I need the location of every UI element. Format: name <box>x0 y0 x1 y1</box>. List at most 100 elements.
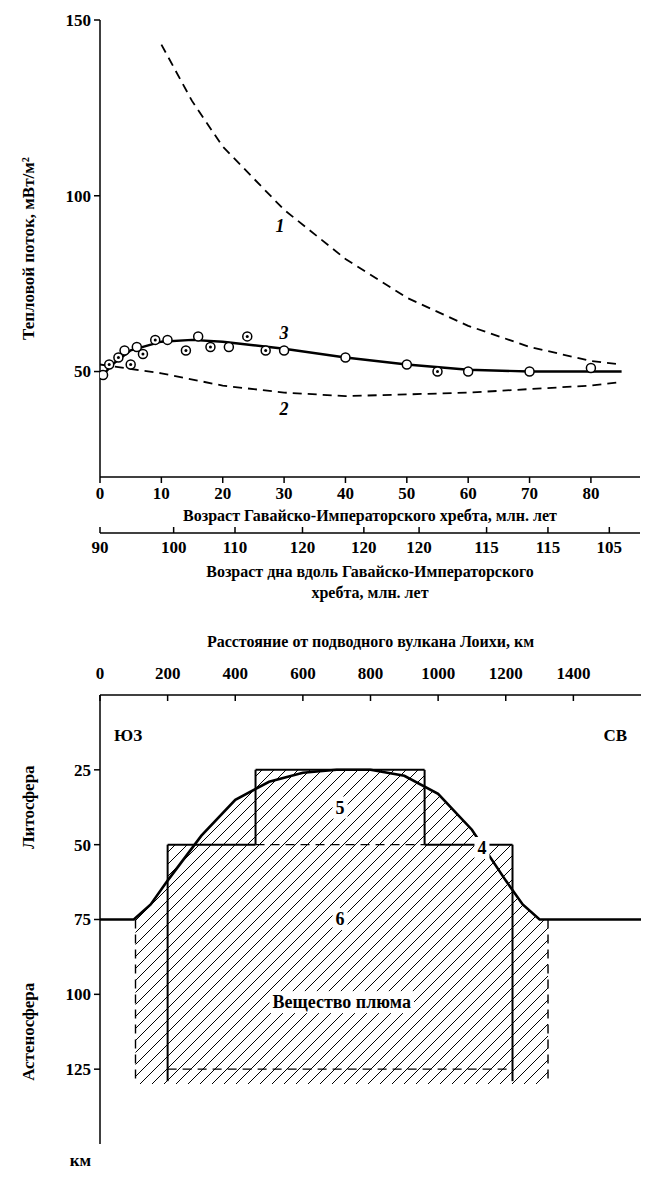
x-tick <box>99 477 101 483</box>
y-tick-label: 25 <box>74 761 91 780</box>
label-background <box>270 991 414 1013</box>
x-tick-label: 0 <box>96 484 105 503</box>
point <box>261 346 270 355</box>
y-tick-label: 100 <box>66 187 92 206</box>
layer-label: Литосфера <box>19 765 38 849</box>
direction-label: ЮЗ <box>114 726 142 745</box>
x-tick <box>302 695 304 701</box>
x-tick <box>99 695 101 701</box>
label-background <box>333 908 348 930</box>
x2-tick <box>99 527 101 533</box>
x2-tick <box>547 527 549 533</box>
x2-tick <box>609 527 611 533</box>
point-dot <box>141 352 144 355</box>
x2-tick-label: 110 <box>223 538 248 557</box>
label-background <box>474 837 489 859</box>
direction-label: СВ <box>603 726 627 745</box>
y-tick <box>94 19 100 21</box>
point <box>525 367 534 376</box>
point <box>194 332 203 341</box>
series-line <box>161 45 621 365</box>
x-tick-label: 30 <box>276 484 293 503</box>
series-line <box>100 365 622 397</box>
label-background <box>333 797 348 819</box>
layer-label: Астеносфера <box>19 982 38 1081</box>
box-area <box>256 770 425 845</box>
box-edge <box>255 770 257 845</box>
y-tick <box>94 1068 100 1070</box>
x-tick <box>222 477 224 483</box>
x-tick <box>406 477 408 483</box>
box-edge <box>168 1068 513 1069</box>
point <box>341 353 350 362</box>
x-tick-label: 40 <box>337 484 354 503</box>
point <box>163 335 172 344</box>
box-label: 5 <box>336 798 345 818</box>
point <box>126 360 135 369</box>
y-tick-label: 125 <box>66 1060 92 1079</box>
box-edge <box>256 844 425 845</box>
x2-tick-label: 120 <box>351 538 377 557</box>
plot-area <box>100 770 641 1084</box>
x-tick-label: 400 <box>223 664 249 683</box>
x-tick <box>161 477 163 483</box>
point <box>151 335 160 344</box>
x-tick-label: 10 <box>153 484 170 503</box>
y-tick-label: 100 <box>66 985 92 1004</box>
point <box>433 367 442 376</box>
y-axis-unit: км <box>70 1151 92 1170</box>
point <box>586 364 595 373</box>
point <box>138 349 147 358</box>
point-dot <box>209 345 212 348</box>
x-tick-label: 50 <box>398 484 415 503</box>
x-tick <box>529 477 531 483</box>
x-tick-label: 1400 <box>556 664 590 683</box>
x2-tick-label: 120 <box>290 538 316 557</box>
plume-area <box>136 770 549 1084</box>
x2-tick-label: 105 <box>597 538 623 557</box>
x-tick <box>505 695 507 701</box>
box-edge <box>168 844 256 846</box>
point-dot <box>184 349 187 352</box>
series-label: 4 <box>477 838 486 858</box>
x2-tick-label: 115 <box>536 538 561 557</box>
point <box>114 353 123 362</box>
x2-axis-title: Возраст дна вдоль Гавайско-Императорског… <box>206 563 534 602</box>
y-tick <box>94 994 100 996</box>
x2-tick <box>302 527 304 533</box>
lithosphere-base <box>100 770 641 920</box>
y-axis-title: Тепловой поток, мВт/м² <box>19 157 38 340</box>
y-tick <box>94 195 100 197</box>
x-tick-label: 80 <box>582 484 599 503</box>
y-tick <box>94 919 100 921</box>
point <box>206 342 215 351</box>
y-tick-label: 150 <box>66 11 92 30</box>
x-tick-label: 800 <box>358 664 384 683</box>
plume-edge <box>547 920 548 1085</box>
point-dot <box>154 338 157 341</box>
point-dot <box>246 335 249 338</box>
box-edge <box>424 770 426 845</box>
x-tick <box>590 477 592 483</box>
x2-tick-label: 90 <box>92 538 109 557</box>
y-axis-line <box>99 20 101 477</box>
x2-tick <box>234 527 236 533</box>
series-label: 2 <box>279 399 289 419</box>
x-tick-label: 70 <box>521 484 538 503</box>
x-tick-label: 20 <box>214 484 231 503</box>
plot-area <box>100 45 622 397</box>
x-tick <box>467 477 469 483</box>
box-area <box>168 845 513 1070</box>
point <box>280 346 289 355</box>
point <box>243 332 252 341</box>
y-tick <box>94 844 100 846</box>
point <box>464 367 473 376</box>
x2-axis-line <box>100 532 640 534</box>
series-label: 3 <box>279 323 289 343</box>
y-tick-label: 50 <box>74 362 91 381</box>
section-labels: 56Вещество плюма4 <box>270 797 490 1014</box>
series-label: 1 <box>276 216 285 236</box>
x-axis-title: Расстояние от подводного вулкана Лоихи, … <box>207 633 534 651</box>
plume-label: Вещество плюма <box>273 992 411 1012</box>
x2-tick-label: 120 <box>406 538 432 557</box>
